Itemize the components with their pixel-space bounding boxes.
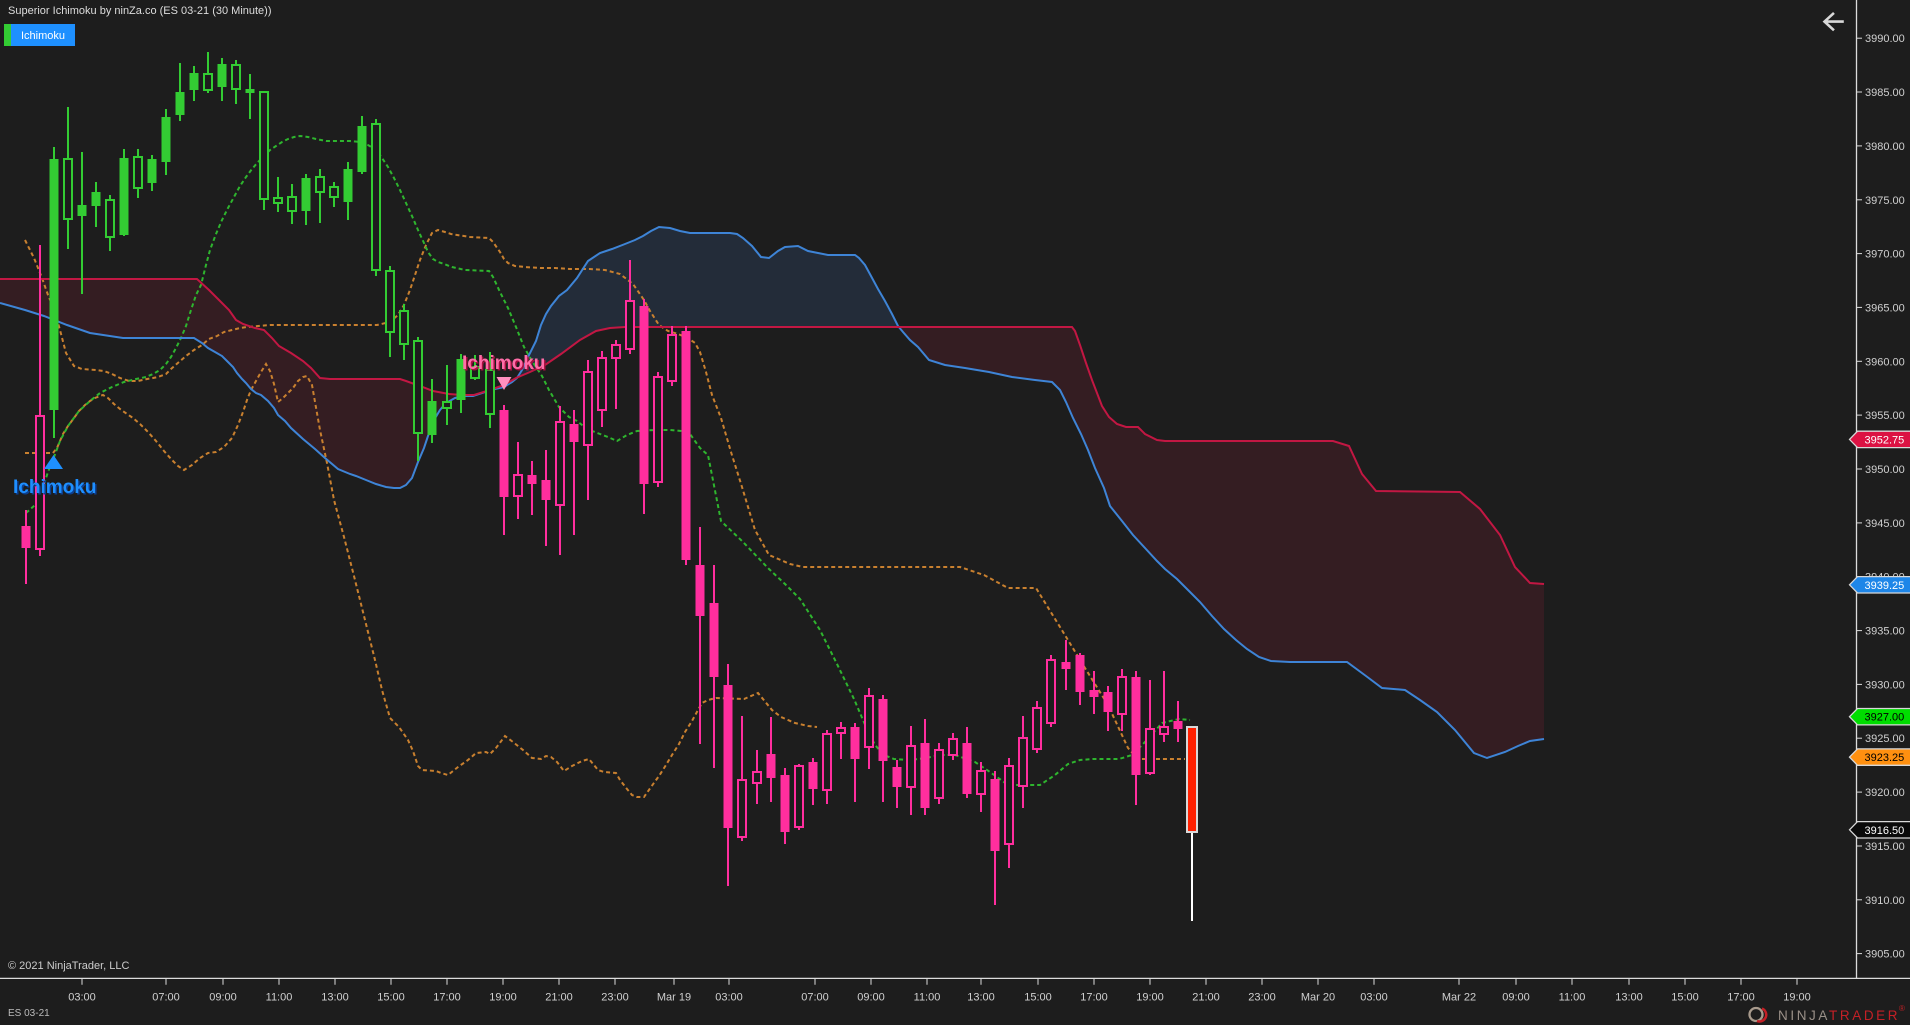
svg-text:11:00: 11:00: [266, 991, 293, 1003]
svg-text:3915.00: 3915.00: [1865, 841, 1905, 853]
svg-text:3985.00: 3985.00: [1865, 87, 1905, 99]
svg-text:09:00: 09:00: [209, 991, 237, 1003]
svg-text:Mar 19: Mar 19: [657, 991, 691, 1003]
svg-text:03:00: 03:00: [715, 991, 743, 1003]
svg-text:3965.00: 3965.00: [1865, 302, 1905, 314]
svg-text:Ichimoku: Ichimoku: [21, 30, 65, 42]
svg-text:3930.00: 3930.00: [1865, 679, 1905, 691]
svg-text:3950.00: 3950.00: [1865, 464, 1905, 476]
svg-text:21:00: 21:00: [545, 991, 573, 1003]
svg-text:3905.00: 3905.00: [1865, 949, 1905, 961]
svg-text:© 2021 NinjaTrader, LLC: © 2021 NinjaTrader, LLC: [8, 960, 129, 972]
svg-text:Ichimoku: Ichimoku: [15, 479, 98, 500]
svg-text:3910.00: 3910.00: [1865, 895, 1905, 907]
svg-text:®: ®: [1899, 1004, 1905, 1013]
svg-text:Mar 22: Mar 22: [1442, 991, 1476, 1003]
svg-text:3980.00: 3980.00: [1865, 141, 1905, 153]
svg-text:3975.00: 3975.00: [1865, 195, 1905, 207]
svg-text:09:00: 09:00: [1502, 991, 1530, 1003]
svg-text:19:00: 19:00: [1136, 991, 1164, 1003]
svg-text:23:00: 23:00: [1248, 991, 1276, 1003]
svg-text:ES 03-21: ES 03-21: [8, 1008, 50, 1019]
svg-text:Ichimoku: Ichimoku: [13, 477, 96, 498]
svg-text:3952.75: 3952.75: [1865, 434, 1905, 446]
svg-text:15:00: 15:00: [1671, 991, 1699, 1003]
svg-text:17:00: 17:00: [1080, 991, 1108, 1003]
svg-text:Ichimoku: Ichimoku: [462, 353, 545, 374]
svg-text:3945.00: 3945.00: [1865, 518, 1905, 530]
svg-text:17:00: 17:00: [433, 991, 461, 1003]
svg-text:3920.00: 3920.00: [1865, 787, 1905, 799]
svg-text:3960.00: 3960.00: [1865, 356, 1905, 368]
svg-text:13:00: 13:00: [1615, 991, 1643, 1003]
svg-text:3925.00: 3925.00: [1865, 733, 1905, 745]
svg-text:21:00: 21:00: [1192, 991, 1220, 1003]
svg-text:Mar 20: Mar 20: [1301, 991, 1335, 1003]
svg-text:3927.00: 3927.00: [1865, 712, 1905, 724]
svg-text:19:00: 19:00: [1783, 991, 1811, 1003]
svg-text:07:00: 07:00: [801, 991, 829, 1003]
svg-text:03:00: 03:00: [1360, 991, 1388, 1003]
svg-text:23:00: 23:00: [601, 991, 629, 1003]
svg-text:09:00: 09:00: [857, 991, 885, 1003]
svg-text:13:00: 13:00: [321, 991, 349, 1003]
svg-text:11:00: 11:00: [914, 991, 941, 1003]
svg-text:17:00: 17:00: [1727, 991, 1755, 1003]
svg-text:15:00: 15:00: [1024, 991, 1052, 1003]
svg-text:13:00: 13:00: [967, 991, 995, 1003]
svg-text:03:00: 03:00: [68, 991, 96, 1003]
svg-text:3916.50: 3916.50: [1865, 825, 1905, 837]
svg-text:NINJATRADER: NINJATRADER: [1778, 1008, 1900, 1023]
svg-text:19:00: 19:00: [489, 991, 517, 1003]
svg-text:15:00: 15:00: [377, 991, 405, 1003]
svg-text:3955.00: 3955.00: [1865, 410, 1905, 422]
svg-text:07:00: 07:00: [152, 991, 180, 1003]
svg-text:3990.00: 3990.00: [1865, 33, 1905, 45]
svg-text:Superior Ichimoku by ninZa.co: Superior Ichimoku by ninZa.co (ES 03-21 …: [8, 5, 272, 17]
svg-text:11:00: 11:00: [1559, 991, 1586, 1003]
svg-text:3970.00: 3970.00: [1865, 249, 1905, 261]
svg-text:3939.25: 3939.25: [1865, 580, 1905, 592]
svg-text:3923.25: 3923.25: [1865, 752, 1905, 764]
svg-text:3935.00: 3935.00: [1865, 626, 1905, 638]
svg-text:Ichimoku: Ichimoku: [464, 355, 547, 376]
